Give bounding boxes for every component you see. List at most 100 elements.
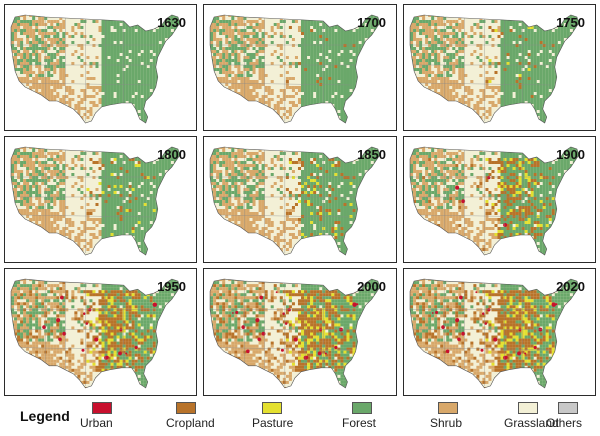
- forest-cell: [310, 41, 314, 44]
- forest-cell: [383, 74, 386, 77]
- shrub-cell: [437, 29, 441, 32]
- shrub-cell: [425, 53, 429, 56]
- forest-cell: [173, 122, 177, 123]
- shrub-cell: [216, 77, 220, 80]
- forest-cell: [186, 53, 189, 56]
- shrub-cell: [249, 62, 253, 65]
- forest-cell: [143, 15, 147, 17]
- forest-cell: [501, 5, 504, 8]
- forest-cell: [113, 62, 117, 65]
- forest-cell: [428, 53, 432, 56]
- forest-cell: [331, 5, 334, 8]
- forest-cell: [158, 74, 162, 77]
- forest-cell: [107, 98, 111, 101]
- forest-cell: [361, 83, 365, 86]
- forest-cell: [383, 119, 386, 122]
- forest-cell: [379, 44, 380, 47]
- forest-cell: [170, 59, 174, 62]
- forest-cell: [594, 50, 595, 53]
- forest-cell: [301, 5, 304, 8]
- forest-cell: [134, 104, 138, 107]
- shrub-cell: [231, 71, 235, 74]
- forest-cell: [146, 41, 150, 44]
- shrub-cell: [213, 62, 217, 65]
- forest-cell: [545, 41, 549, 44]
- shrub-cell: [5, 17, 8, 20]
- shrub-cell: [38, 125, 41, 128]
- shrub-cell: [222, 95, 226, 98]
- forest-cell: [113, 26, 117, 29]
- forest-cell: [186, 44, 189, 47]
- forest-cell: [186, 113, 189, 116]
- shrub-cell: [207, 92, 210, 95]
- shrub-cell: [240, 11, 243, 14]
- forest-cell: [110, 65, 114, 68]
- forest-cell: [331, 56, 335, 59]
- shrub-cell: [68, 89, 72, 92]
- forest-cell: [537, 5, 540, 8]
- forest-cell: [395, 113, 396, 116]
- forest-cell: [316, 15, 320, 17]
- forest-cell: [322, 125, 325, 128]
- shrub-cell: [38, 20, 42, 23]
- shrub-cell: [204, 53, 207, 56]
- forest-cell: [548, 44, 552, 47]
- forest-cell: [373, 23, 377, 26]
- forest-cell: [340, 89, 344, 92]
- shrub-cell: [38, 104, 42, 107]
- forest-cell: [356, 125, 359, 128]
- forest-cell: [304, 35, 308, 38]
- forest-cell: [322, 119, 326, 122]
- forest-cell: [110, 113, 114, 116]
- forest-cell: [192, 80, 195, 83]
- shrub-cell: [297, 89, 302, 92]
- shrub-cell: [50, 104, 54, 107]
- forest-cell: [560, 35, 564, 38]
- shrub-cell: [264, 86, 268, 89]
- forest-cell: [458, 11, 461, 14]
- forest-cell: [204, 65, 207, 68]
- forest-cell: [137, 122, 141, 123]
- shrub-cell: [267, 101, 271, 104]
- forest-cell: [585, 32, 588, 35]
- forest-cell: [11, 35, 15, 38]
- forest-cell: [116, 47, 120, 50]
- shrub-cell: [204, 128, 207, 130]
- forest-cell: [170, 86, 174, 89]
- forest-cell: [192, 20, 195, 23]
- forest-cell: [301, 74, 305, 77]
- forest-cell: [569, 41, 573, 44]
- forest-cell: [234, 47, 238, 50]
- forest-cell: [119, 15, 123, 17]
- forest-cell: [594, 53, 595, 56]
- shrub-cell: [38, 122, 42, 123]
- forest-cell: [316, 113, 320, 116]
- shrub-cell: [234, 20, 238, 23]
- forest-cell: [349, 77, 353, 80]
- forest-cell: [343, 89, 347, 92]
- forest-cell: [167, 65, 171, 68]
- forest-cell: [134, 26, 138, 29]
- shrub-cell: [291, 104, 295, 107]
- shrub-cell: [216, 98, 220, 101]
- forest-cell: [131, 23, 135, 26]
- forest-cell: [104, 26, 108, 29]
- forest-cell: [210, 44, 214, 47]
- forest-cell: [379, 56, 380, 59]
- shrub-cell: [71, 98, 75, 101]
- forest-cell: [131, 68, 135, 71]
- shrub-cell: [282, 92, 286, 95]
- forest-cell: [273, 23, 277, 26]
- shrub-cell: [243, 86, 247, 89]
- forest-cell: [328, 113, 332, 116]
- shrub-cell: [26, 71, 30, 74]
- forest-cell: [594, 44, 595, 47]
- forest-cell: [524, 15, 528, 17]
- forest-cell: [155, 44, 159, 47]
- crop-cell: [509, 29, 513, 32]
- forest-cell: [288, 35, 292, 38]
- shrub-cell: [249, 38, 253, 41]
- forest-cell: [364, 83, 368, 86]
- forest-cell: [155, 53, 159, 56]
- forest-cell: [35, 38, 39, 41]
